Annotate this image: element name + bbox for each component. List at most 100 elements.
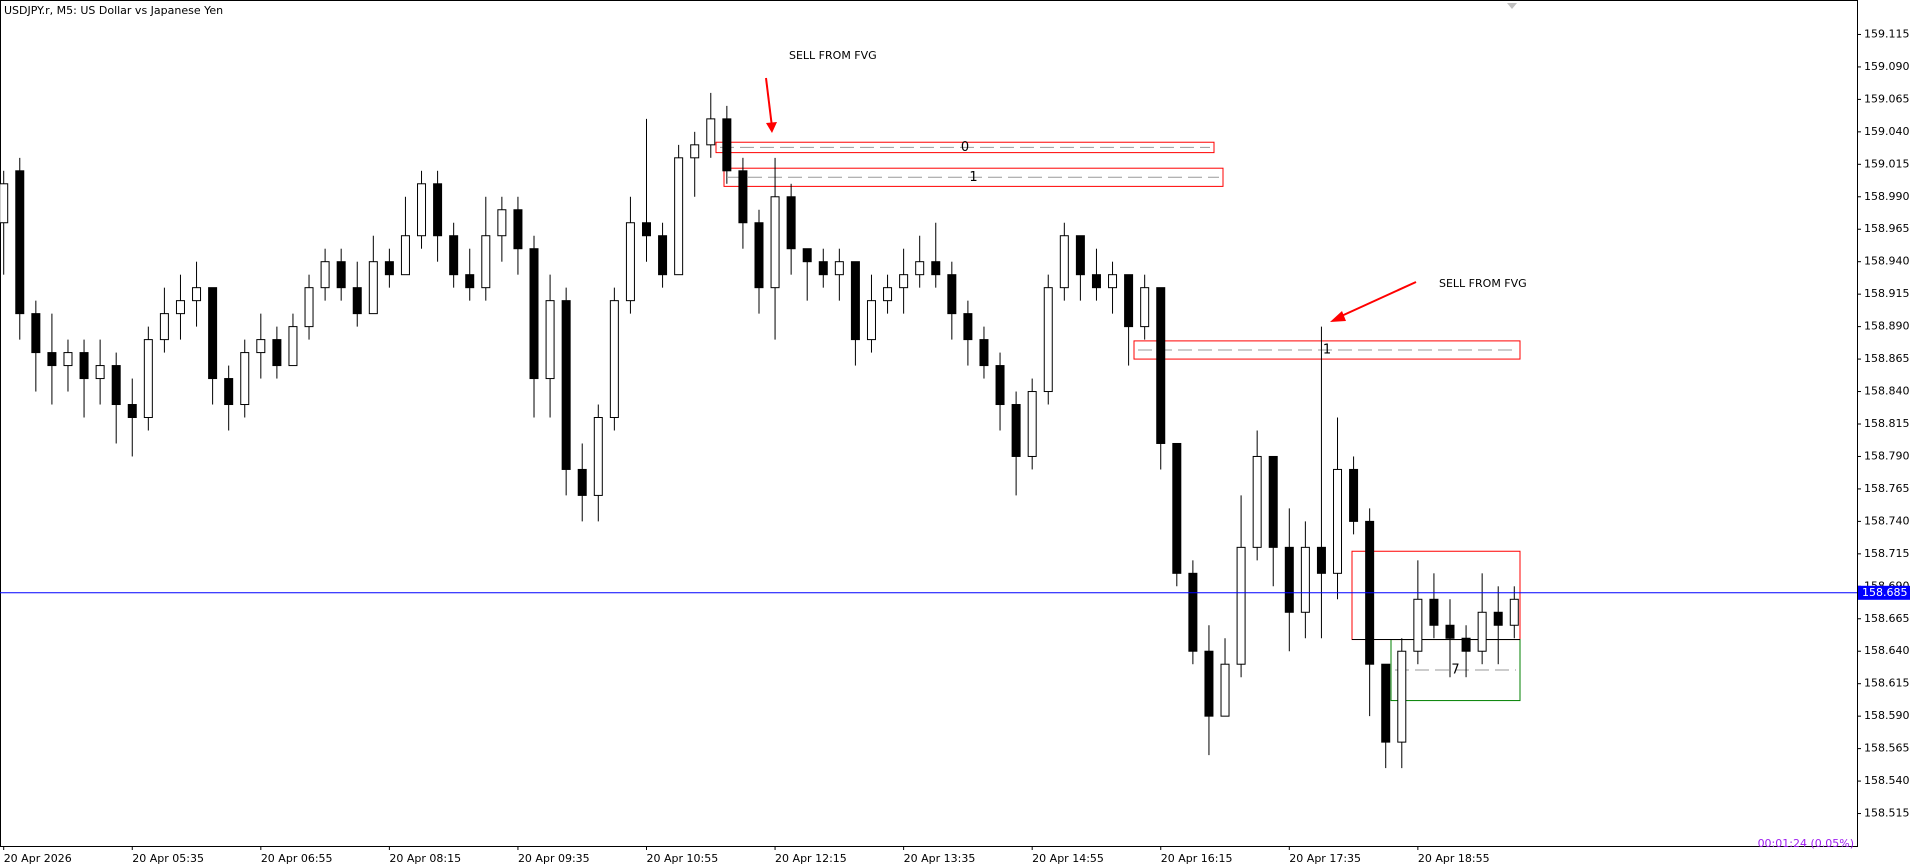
candle-body (449, 235, 459, 276)
y-tick-label: 158.615 (1864, 677, 1910, 690)
candle-body (561, 300, 571, 470)
candle-body (1397, 650, 1407, 743)
y-tick-label: 158.740 (1864, 514, 1910, 527)
candle-body (979, 339, 989, 367)
candle-body (31, 313, 41, 354)
candle-body (1043, 287, 1053, 393)
candle-body (642, 222, 651, 237)
candle-body (513, 209, 523, 250)
y-tick-label: 158.640 (1864, 644, 1910, 657)
candle-body (995, 365, 1005, 406)
arrow (765, 77, 773, 128)
candle-body (111, 365, 121, 406)
y-tick-label: 158.765 (1864, 482, 1910, 495)
y-tick-label: 158.565 (1864, 742, 1910, 755)
candle-body (336, 261, 346, 289)
y-tick-label: 158.790 (1864, 449, 1910, 462)
candle-body (722, 118, 732, 172)
candle-body (320, 261, 330, 289)
candle-body (1091, 274, 1101, 289)
candle-body (143, 339, 153, 419)
x-tick-label: 20 Apr 17:35 (1289, 852, 1361, 865)
candle-body (95, 365, 105, 380)
candle-body (883, 287, 893, 302)
candle-body (1252, 455, 1262, 548)
candle-body (159, 313, 169, 341)
candle-body (1268, 455, 1278, 548)
candle-body (400, 235, 410, 276)
candle-body (1445, 624, 1455, 639)
candle-body (625, 222, 635, 302)
candle-body (834, 261, 844, 276)
y-tick-label: 158.590 (1864, 709, 1910, 722)
x-tick-label: 20 Apr 05:35 (132, 852, 204, 865)
candle-body (1284, 546, 1294, 613)
zone-label: 0 (961, 140, 969, 155)
candle-body (272, 339, 282, 367)
candle-body (658, 235, 668, 276)
candle-body (1477, 611, 1487, 652)
candle-body (1316, 546, 1326, 574)
candle-body (1413, 598, 1423, 652)
candle-body (352, 287, 362, 315)
candle-body (1108, 274, 1118, 289)
candle-body (465, 274, 475, 289)
y-tick-label: 159.015 (1864, 157, 1910, 170)
candle-body (481, 235, 491, 289)
candle-body (63, 352, 73, 367)
zone (1133, 340, 1521, 360)
y-tick-label: 158.815 (1864, 417, 1910, 430)
y-tick-label: 158.915 (1864, 287, 1910, 300)
candle-body (1509, 598, 1519, 626)
candle-body (545, 300, 555, 380)
candle-body (1075, 235, 1085, 276)
candle-body (947, 274, 957, 315)
chart-title: USDJPY.r, M5: US Dollar vs Japanese Yen (4, 4, 223, 17)
candle-body (433, 183, 443, 237)
last-price-box (1858, 585, 1910, 600)
candle-body (1140, 287, 1150, 328)
candle-body (175, 300, 185, 315)
candle-body (1300, 546, 1310, 613)
zone-label: 7 (1451, 663, 1459, 678)
candle-body (963, 313, 973, 341)
zone-label: 1 (969, 170, 977, 185)
candle-body (304, 287, 314, 328)
plot-frame (0, 0, 1858, 847)
candle-body (224, 378, 234, 406)
last-price-label: 158.685 (1862, 586, 1908, 599)
candle-body (1188, 572, 1198, 652)
candle-body (1220, 663, 1230, 717)
annotation: SELL FROM FVG (789, 49, 877, 62)
x-tick-label: 20 Apr 12:15 (775, 852, 847, 865)
candle-body (1493, 611, 1503, 626)
candle-body (1236, 546, 1246, 665)
y-tick-label: 158.890 (1864, 320, 1910, 333)
candle-body (497, 209, 507, 237)
x-tick-label: 20 Apr 2026 (4, 852, 72, 865)
y-tick-label: 158.940 (1864, 255, 1910, 268)
y-tick-label: 158.865 (1864, 352, 1910, 365)
candle-body (240, 352, 250, 406)
y-tick-label: 158.540 (1864, 774, 1910, 787)
y-tick-label: 158.840 (1864, 385, 1910, 398)
candle-body (738, 170, 748, 224)
candle-body (754, 222, 764, 289)
candle-body (15, 170, 25, 315)
x-tick-label: 20 Apr 08:15 (389, 852, 461, 865)
candle-body (915, 261, 925, 276)
candle-body (690, 144, 700, 159)
x-tick-label: 20 Apr 18:55 (1418, 852, 1490, 865)
candle-body (192, 287, 202, 302)
arrow-head (1330, 311, 1346, 322)
candle-body (1333, 468, 1343, 574)
x-tick-label: 20 Apr 13:35 (904, 852, 976, 865)
candle-body (288, 326, 298, 367)
candle-body (0, 183, 9, 224)
candle-body (368, 261, 378, 315)
candle-body (1204, 650, 1214, 717)
zone-label: 1 (1323, 342, 1331, 357)
candle-body (1381, 663, 1391, 743)
candle-body (1461, 637, 1471, 652)
